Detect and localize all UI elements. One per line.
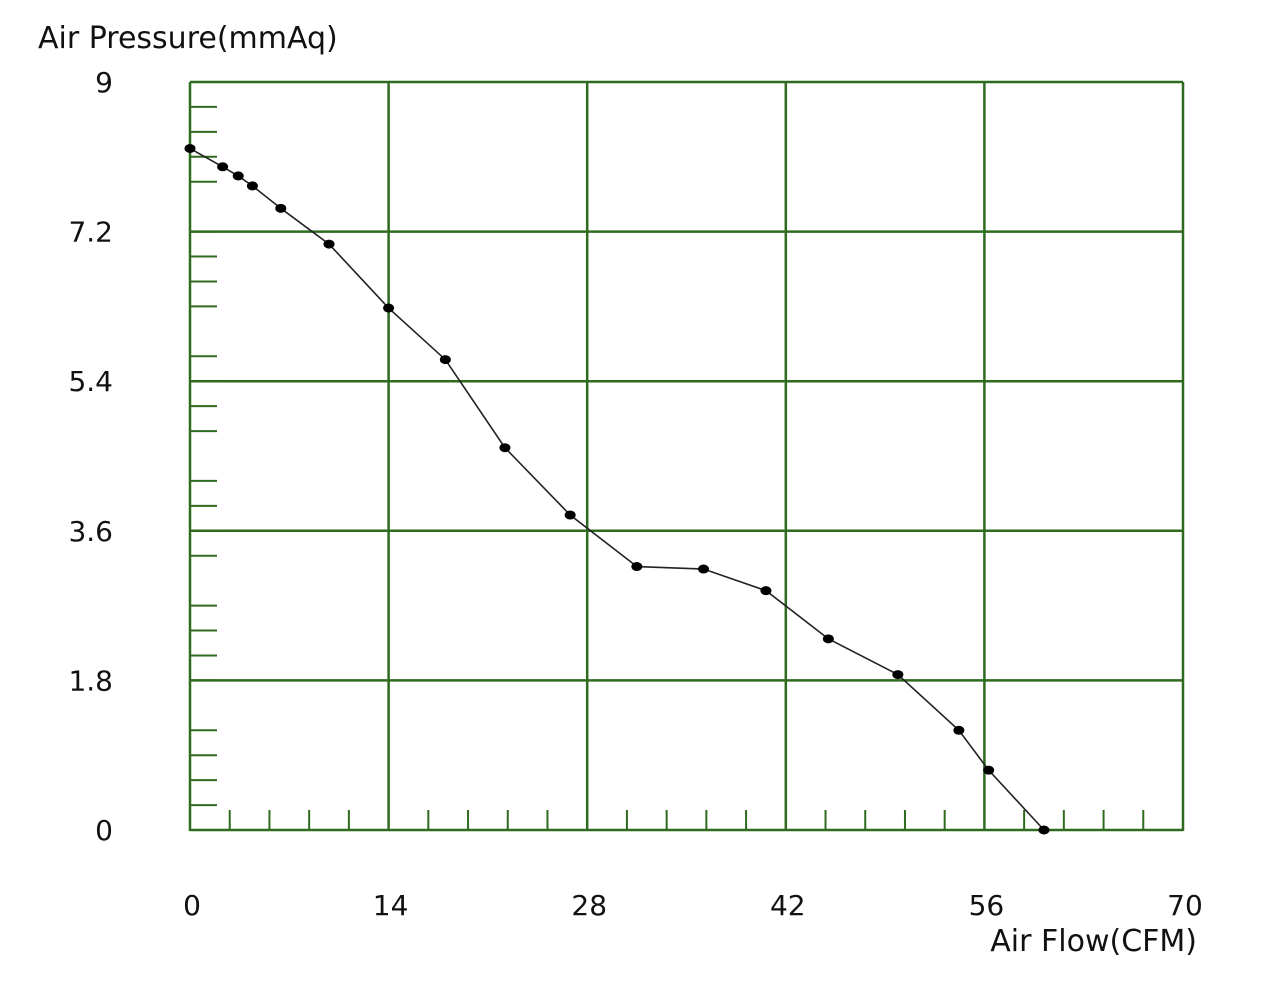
- data-point: [631, 562, 643, 572]
- data-point: [217, 162, 229, 172]
- y-axis-label: Air Pressure(mmAq): [38, 21, 338, 56]
- x-tick-label-3: 42: [770, 889, 806, 922]
- data-point: [232, 171, 244, 181]
- data-point: [1038, 825, 1050, 835]
- x-tick-label-2: 28: [571, 889, 607, 922]
- data-point: [246, 181, 258, 191]
- y-axis-tick-labels: 0 1.8 3.6 5.4 7.2 9: [68, 66, 113, 847]
- y-tick-label-2: 3.6: [68, 515, 113, 548]
- data-point: [275, 203, 287, 213]
- chart-grid: [188, 80, 1185, 832]
- x-axis-tick-labels: 0 14 28 42 56 70: [183, 889, 1203, 922]
- series-layer: [184, 143, 1050, 835]
- y-tick-label-1: 1.8: [68, 664, 113, 697]
- y-tick-label-5: 9: [95, 66, 113, 99]
- data-point: [892, 670, 904, 680]
- y-tick-label-4: 7.2: [68, 216, 113, 249]
- data-point: [439, 355, 451, 365]
- data-point: [698, 564, 710, 574]
- data-point: [499, 443, 511, 453]
- data-point: [760, 586, 772, 596]
- y-tick-label-0: 0: [95, 814, 113, 847]
- data-point: [953, 725, 965, 735]
- data-point: [184, 143, 196, 153]
- data-point: [383, 303, 395, 313]
- minor-ticks: [190, 105, 1145, 830]
- series-line-0: [189, 147, 1045, 831]
- x-tick-label-1: 14: [373, 889, 409, 922]
- x-axis-label: Air Flow(CFM): [990, 924, 1197, 959]
- data-point: [983, 765, 995, 775]
- x-tick-label-4: 56: [969, 889, 1005, 922]
- x-tick-label-0: 0: [183, 889, 201, 922]
- x-tick-label-5: 70: [1167, 889, 1203, 922]
- y-tick-label-3: 5.4: [68, 365, 113, 398]
- data-point: [564, 510, 576, 520]
- data-point: [822, 634, 834, 644]
- data-point: [323, 239, 335, 249]
